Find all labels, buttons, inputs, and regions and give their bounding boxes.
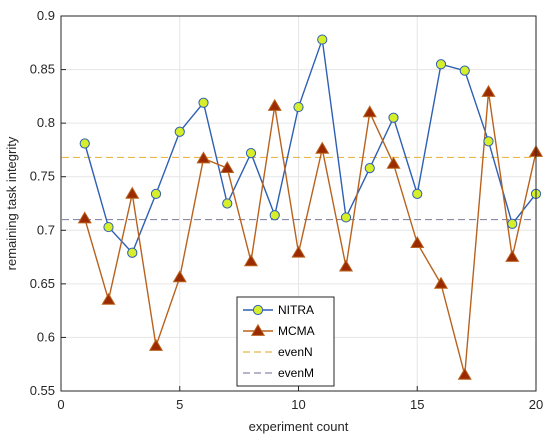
data-point-MCMA	[148, 338, 164, 351]
legend-label-evenM: evenM	[278, 366, 314, 380]
y-tick-label: 0.75	[30, 169, 55, 184]
data-point-NITRA	[412, 188, 423, 199]
data-point-MCMA	[267, 98, 282, 111]
data-markers	[77, 34, 544, 380]
data-point-MCMA	[196, 151, 211, 164]
data-point-MCMA	[457, 367, 472, 380]
x-tick-label: 10	[291, 397, 305, 412]
data-point-NITRA	[435, 59, 447, 70]
data-point-MCMA	[172, 270, 187, 283]
data-point-NITRA	[174, 126, 185, 137]
data-point-NITRA	[340, 212, 352, 223]
y-tick-label: 0.6	[37, 329, 55, 344]
data-point-NITRA	[388, 112, 399, 123]
plot-border	[60, 15, 537, 392]
data-point-NITRA	[150, 188, 162, 199]
data-point-MCMA	[243, 254, 259, 267]
data-point-MCMA	[77, 211, 92, 224]
data-point-MCMA	[362, 105, 377, 118]
legend-marker-MCMA	[250, 323, 266, 336]
data-point-NITRA	[483, 136, 494, 147]
data-point-MCMA	[433, 276, 449, 289]
y-tick-label: 0.65	[30, 276, 55, 291]
legend: NITRA MCMA evenN evenM	[236, 296, 335, 387]
data-point-NITRA	[317, 34, 328, 45]
legend-label-NITRA: NITRA	[278, 303, 314, 317]
legend-label-MCMA: MCMA	[278, 324, 315, 338]
data-point-MCMA	[315, 141, 330, 154]
y-tick-labels: 0.55 0.6 0.65 0.7 0.75 0.8 0.85 0.9	[30, 8, 55, 398]
x-tick-label: 20	[529, 397, 543, 412]
y-tick-label: 0.9	[37, 8, 55, 23]
data-point-NITRA	[198, 97, 209, 108]
data-point-MCMA	[101, 292, 116, 305]
data-point-MCMA	[220, 160, 235, 173]
x-tick-labels: 0 5 10 15 20	[57, 397, 543, 412]
y-tick-label: 0.85	[30, 62, 55, 77]
data-point-MCMA	[410, 235, 425, 248]
data-point-NITRA	[103, 221, 114, 233]
y-axis-label: remaining task integrity	[4, 136, 19, 270]
data-point-NITRA	[222, 198, 233, 209]
data-point-MCMA	[125, 186, 140, 199]
data-point-NITRA	[245, 148, 257, 159]
data-point-MCMA	[386, 156, 401, 169]
data-point-NITRA	[269, 210, 280, 221]
data-point-NITRA	[79, 138, 90, 149]
data-point-MCMA	[338, 259, 354, 272]
data-point-NITRA	[293, 101, 304, 113]
x-axis-label: experiment count	[249, 419, 349, 434]
y-tick-label: 0.55	[30, 383, 55, 398]
x-tick-label: 15	[410, 397, 424, 412]
data-point-NITRA	[459, 65, 470, 76]
x-tick-label: 0	[57, 397, 64, 412]
y-tick-label: 0.8	[37, 115, 55, 130]
legend-marker-NITRA	[252, 304, 264, 316]
data-point-NITRA	[507, 218, 518, 229]
data-point-NITRA	[127, 247, 138, 258]
legend-box	[236, 296, 335, 387]
series-line-MCMA	[84, 91, 537, 376]
y-tick-label: 0.7	[37, 222, 55, 237]
data-point-MCMA	[505, 249, 520, 262]
x-tick-label: 5	[176, 397, 183, 412]
average-lines	[62, 156, 535, 221]
data-point-MCMA	[291, 245, 306, 258]
legend-label-evenN: evenN	[278, 345, 313, 359]
data-point-MCMA	[481, 84, 496, 97]
data-point-NITRA	[364, 163, 375, 174]
